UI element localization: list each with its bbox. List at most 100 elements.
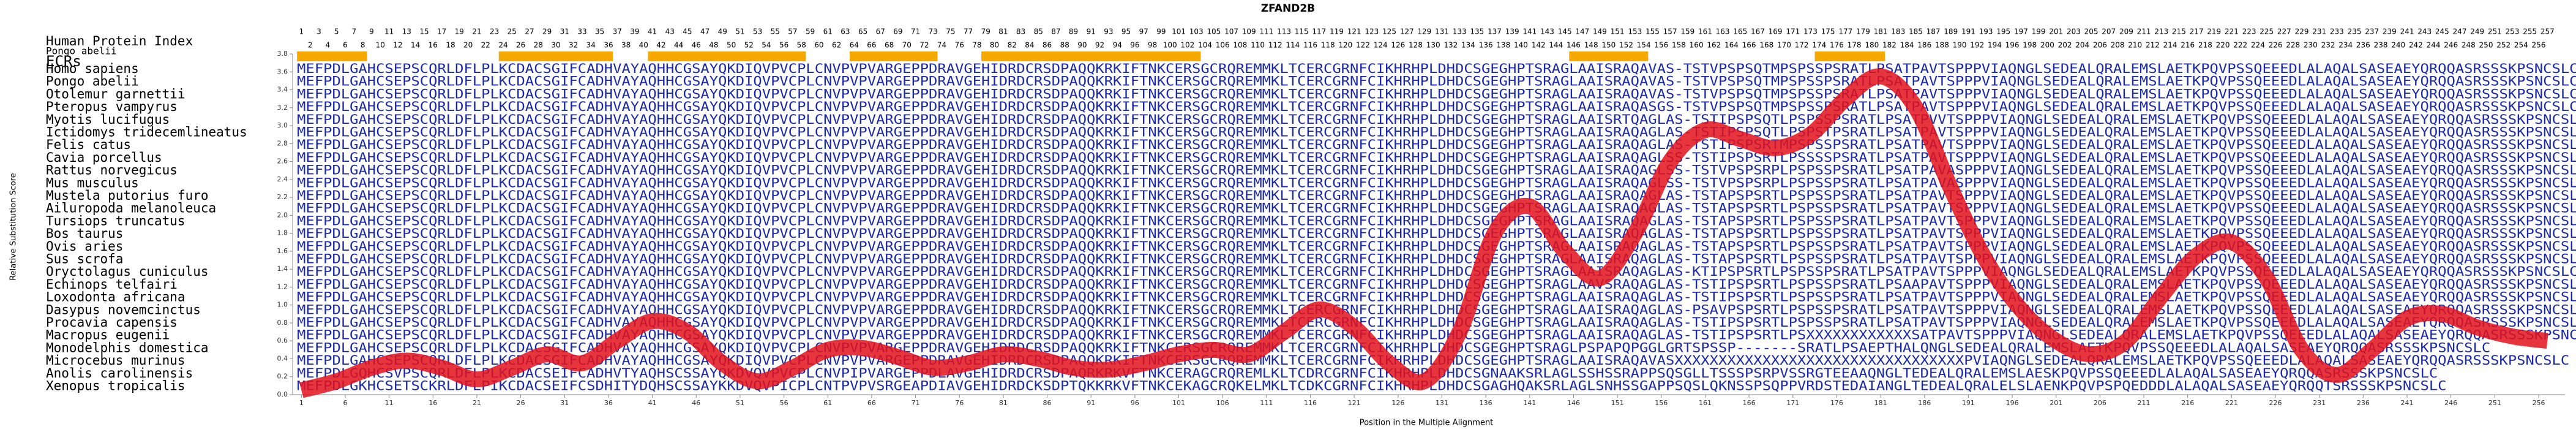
index-number: 187 <box>1926 28 1941 36</box>
index-number: 175 <box>1821 28 1835 36</box>
species-name: Rattus norvegicus <box>46 163 178 178</box>
x-tick-label: 66 <box>867 399 876 407</box>
index-number: 227 <box>2277 28 2291 36</box>
index-number: 102 <box>1180 41 1194 50</box>
species-name: Dasypus novemcinctus <box>46 302 201 317</box>
index-number: 241 <box>2400 28 2414 36</box>
index-number: 193 <box>1979 28 1993 36</box>
x-tick-label: 126 <box>1391 399 1404 407</box>
sequence: MEFPDLGQHCSVPSCQRLDFLPLKCDACSEIFCADHVTYA… <box>297 366 2438 381</box>
index-number: 37 <box>613 28 622 36</box>
y-tick-label: 2.6 <box>277 158 288 165</box>
index-number: 83 <box>1016 28 1025 36</box>
index-number: 64 <box>850 41 859 50</box>
index-number: 119 <box>1330 28 1344 36</box>
y-tick-label: 2.8 <box>277 139 288 147</box>
index-number: 243 <box>2417 28 2432 36</box>
index-number: 87 <box>1051 28 1060 36</box>
x-tick-label: 216 <box>2181 399 2194 407</box>
index-number: 162 <box>1707 41 1721 50</box>
index-number: 136 <box>1479 41 1493 50</box>
sequence: MEFPDLGAHCSEPSCQRLDFLPLKCDACSGIFCADHVAYA… <box>297 125 2576 140</box>
x-tick-label: 136 <box>1480 399 1492 407</box>
sequence: MEFPDLGKHCSETSCKRLDFLPIKCDACSEIFCSDHITYD… <box>297 379 2446 393</box>
y-tick-label: 0.8 <box>277 319 288 327</box>
x-tick-label: 186 <box>1918 399 1931 407</box>
index-number: 169 <box>1769 28 1783 36</box>
index-number: 129 <box>1417 28 1431 36</box>
index-number: 248 <box>2462 41 2476 50</box>
x-tick-label: 246 <box>2444 399 2457 407</box>
index-number: 10 <box>376 41 385 50</box>
index-number: 174 <box>1812 41 1826 50</box>
species-name: Sus scrofa <box>46 252 123 267</box>
index-number: 71 <box>911 28 920 36</box>
index-number: 40 <box>639 41 648 50</box>
x-tick-label: 236 <box>2357 399 2370 407</box>
index-number: 8 <box>361 41 365 50</box>
index-number: 134 <box>1461 41 1475 50</box>
index-number: 109 <box>1242 28 1256 36</box>
index-number: 29 <box>542 28 552 36</box>
index-number: 192 <box>1970 41 1984 50</box>
index-number: 214 <box>2163 41 2177 50</box>
index-number: 81 <box>998 28 1008 36</box>
index-number: 210 <box>2128 41 2142 50</box>
index-number: 143 <box>1540 28 1554 36</box>
index-number: 185 <box>1909 28 1923 36</box>
x-tick-label: 41 <box>648 399 657 407</box>
index-number: 239 <box>2383 28 2397 36</box>
index-number: 95 <box>1121 28 1131 36</box>
index-number: 23 <box>490 28 499 36</box>
x-tick-label: 226 <box>2269 399 2282 407</box>
index-number: 94 <box>1113 41 1122 50</box>
index-number: 222 <box>2233 41 2247 50</box>
index-number: 178 <box>1848 41 1862 50</box>
index-number: 205 <box>2084 28 2099 36</box>
index-number: 127 <box>1400 28 1414 36</box>
species-name: Microcebus murinus <box>46 353 185 368</box>
index-number: 204 <box>2075 41 2089 50</box>
index-number: 17 <box>437 28 446 36</box>
index-number: 91 <box>1087 28 1096 36</box>
index-number: 19 <box>455 28 464 36</box>
index-number: 38 <box>621 41 631 50</box>
index-number: 14 <box>411 41 420 50</box>
index-number: 179 <box>1856 28 1870 36</box>
x-tick-label: 196 <box>2006 399 2019 407</box>
index-number: 59 <box>806 28 815 36</box>
x-tick-label: 256 <box>2533 399 2545 407</box>
index-number: 20 <box>463 41 473 50</box>
index-number: 53 <box>753 28 762 36</box>
index-number: 183 <box>1891 28 1905 36</box>
chart-title: ZFAND2B <box>1261 2 1315 15</box>
species-name: Bos taurus <box>46 226 123 241</box>
index-number: 3 <box>316 28 321 36</box>
index-number: 24 <box>498 41 507 50</box>
index-number: 233 <box>2330 28 2344 36</box>
index-number: 50 <box>727 41 736 50</box>
index-label: Human Protein Index <box>46 34 193 48</box>
index-number: 51 <box>735 28 744 36</box>
index-number: 220 <box>2216 41 2230 50</box>
index-number: 68 <box>885 41 894 50</box>
y-tick-label: 0.0 <box>277 390 288 398</box>
sequence: MEFPDLGAHCSEPSCQRLDFLPLKCDACSGIFCADHVAYA… <box>297 302 2576 317</box>
index-number: 164 <box>1724 41 1739 50</box>
index-number: 212 <box>2146 41 2160 50</box>
species-name: Mus musculus <box>46 175 139 190</box>
index-number: 65 <box>858 28 867 36</box>
index-number: 111 <box>1259 28 1273 36</box>
species-name: Xenopus tropicalis <box>46 379 185 393</box>
index-number: 252 <box>2496 41 2510 50</box>
index-number: 224 <box>2251 41 2265 50</box>
index-number: 128 <box>1409 41 1423 50</box>
index-number: 230 <box>2304 41 2318 50</box>
species-name: Pteropus vampyrus <box>46 99 178 114</box>
index-number: 211 <box>2137 28 2151 36</box>
index-number: 180 <box>1865 41 1879 50</box>
index-number: 235 <box>2348 28 2362 36</box>
index-number: 72 <box>919 41 929 50</box>
index-number: 100 <box>1163 41 1177 50</box>
